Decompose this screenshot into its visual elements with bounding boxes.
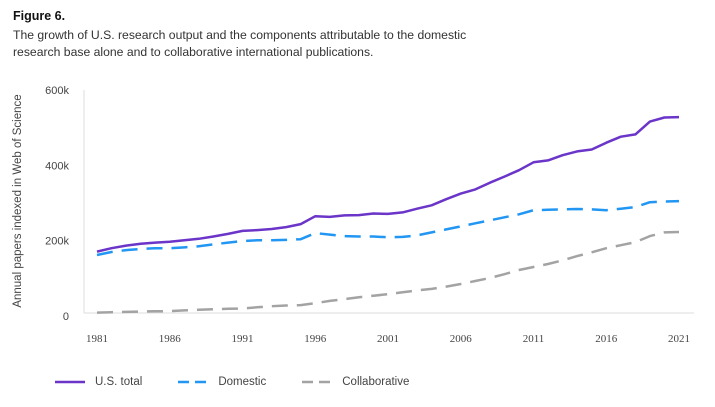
x-tick-label: 2011 [523, 333, 545, 345]
x-tick-label: 2016 [595, 333, 618, 345]
legend-item-domestic: Domestic [178, 376, 266, 388]
figure-label: Figure 6. [13, 9, 66, 23]
x-tick-label: 2006 [450, 333, 473, 345]
legend-item-us-total: U.S. total [55, 376, 142, 388]
figure-caption: The growth of U.S. research output and t… [13, 28, 467, 59]
series-line-domestic [96, 199, 680, 257]
y-tick-label: 400k [45, 160, 69, 172]
x-tick-label: 2001 [377, 333, 399, 345]
y-ticks: 0 200k 400k 600k [45, 85, 69, 323]
legend-label: Domestic [218, 376, 267, 388]
y-tick-label: 0 [63, 311, 69, 323]
series-line-u-s-total [96, 115, 680, 253]
legend: U.S. total Domestic Collaborative [55, 376, 445, 388]
x-tick-label: 1981 [86, 333, 108, 345]
x-tick-label: 1996 [304, 333, 327, 345]
x-tick-label: 1991 [232, 333, 254, 345]
legend-label: Collaborative [342, 376, 410, 388]
legend-item-collaborative: Collaborative [302, 376, 409, 388]
legend-swatch-solid-purple [55, 379, 85, 385]
x-ticks: 1981 1986 1991 1996 2001 2006 2011 2016 2021 [86, 333, 690, 345]
legend-swatch-dashed-blue [178, 379, 209, 385]
legend-label: U.S. total [95, 376, 143, 388]
legend-swatch-dashed-gray [302, 379, 333, 385]
y-tick-label: 200k [45, 236, 69, 248]
y-tick-label: 600k [45, 85, 69, 97]
series-group [96, 115, 680, 314]
x-tick-label: 1986 [159, 333, 182, 345]
series-line-collaborative [96, 230, 680, 314]
x-tick-label: 2021 [668, 333, 690, 345]
